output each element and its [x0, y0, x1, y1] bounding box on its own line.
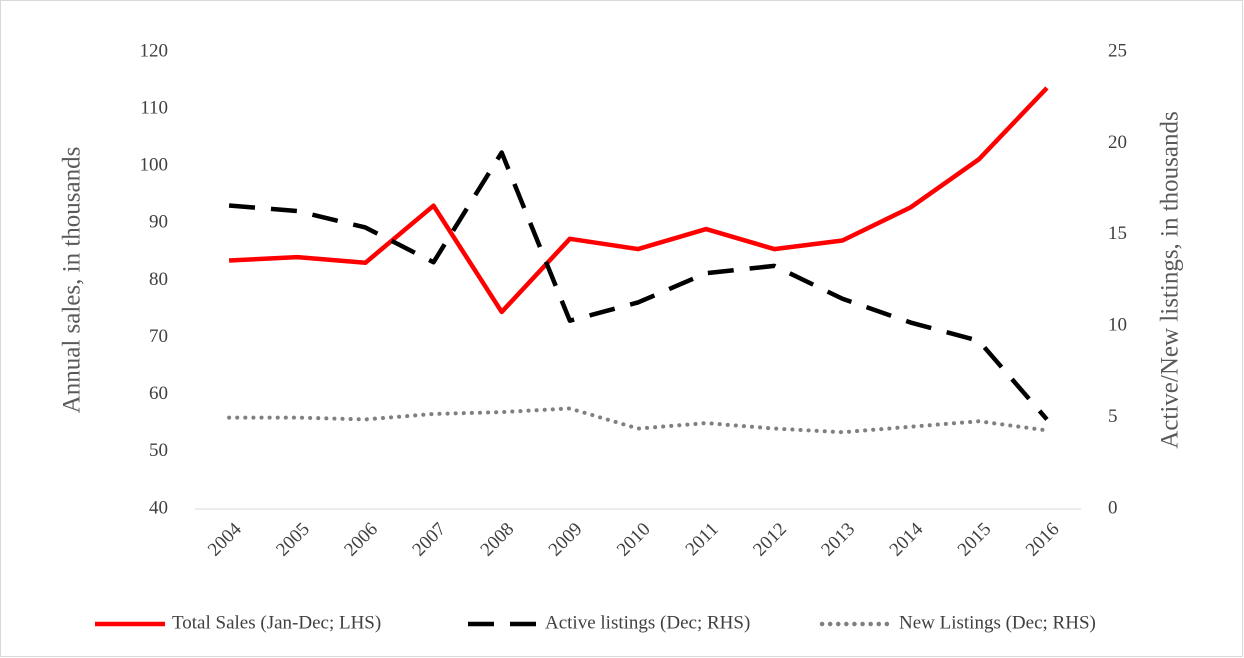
y2-tick-label: 0: [1108, 497, 1118, 518]
y2-axis-title: Active/New listings, in thousands: [1157, 111, 1184, 448]
legend-label: Total Sales (Jan-Dec; LHS): [172, 612, 381, 633]
y-tick-label: 50: [149, 440, 168, 461]
y-tick-label: 60: [149, 383, 168, 404]
y-tick-label: 100: [140, 155, 169, 176]
legend-label: New Listings (Dec; RHS): [899, 612, 1096, 633]
y2-tick-label: 25: [1108, 40, 1127, 61]
y-tick-label: 80: [149, 269, 168, 290]
y2-tick-label: 5: [1108, 406, 1118, 427]
legend-label: Active listings (Dec; RHS): [545, 612, 750, 633]
y-tick-label: 40: [149, 497, 168, 518]
series-line: [228, 86, 1049, 315]
y-tick-label: 70: [149, 326, 168, 347]
series-line: [227, 406, 1049, 435]
y-axis-title: Annual sales, in thousands: [59, 147, 86, 414]
y2-tick-label: 10: [1108, 315, 1127, 336]
y2-tick-label: 15: [1108, 223, 1127, 244]
y-tick-label: 110: [140, 97, 168, 118]
y2-tick-label: 20: [1108, 132, 1127, 153]
y-tick-label: 90: [149, 212, 168, 233]
series-line: [228, 150, 1049, 421]
y-tick-label: 120: [140, 40, 169, 61]
